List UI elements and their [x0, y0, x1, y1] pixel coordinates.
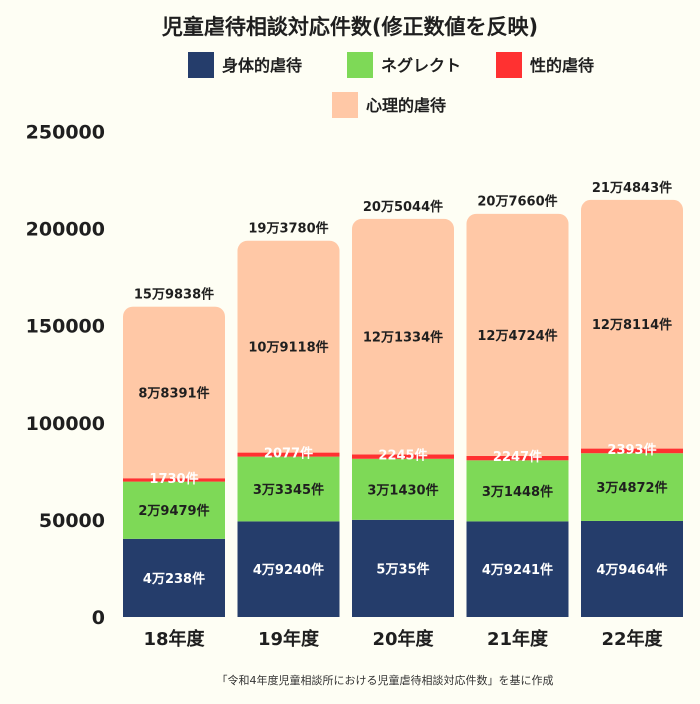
bar-total-label-5: 21万4843件: [592, 180, 672, 196]
legend-swatch-1: [188, 52, 214, 78]
bar-total-label-2: 19万3780件: [248, 221, 328, 237]
bar-segment-3-1: [123, 478, 225, 482]
x-tick-label-5: 22年度: [601, 628, 663, 650]
bar-segment-4-5: [581, 199, 683, 449]
bar-segment-3-4: [466, 455, 569, 461]
segment-label-3-2: 2077件: [264, 446, 313, 462]
segment-label-2-4: 3万1448件: [482, 484, 553, 500]
bar-segment-2-2: [237, 456, 340, 522]
bar-segment-1-1: [123, 538, 225, 617]
segment-label-4-3: 12万1334件: [363, 330, 443, 346]
y-tick-label-4: 150000: [26, 316, 105, 338]
segment-label-1-3: 5万35件: [376, 561, 429, 577]
segment-label-3-4: 2247件: [493, 449, 542, 465]
y-tick-label-3: 100000: [26, 413, 105, 435]
bar-total-label-3: 20万5044件: [363, 199, 443, 215]
segment-label-4-5: 12万8114件: [592, 317, 672, 333]
bar-segment-3-3: [352, 454, 454, 459]
segment-label-1-5: 4万9464件: [596, 562, 667, 578]
segment-label-1-4: 4万9241件: [482, 562, 553, 578]
bar-segment-4-3: [352, 218, 454, 455]
bar-segment-2-1: [123, 481, 225, 539]
bar-segment-4-1: [123, 306, 225, 479]
y-tick-label-6: 250000: [26, 122, 105, 144]
y-tick-label-2: 50000: [39, 510, 105, 532]
segment-label-3-3: 2245件: [378, 448, 427, 464]
y-tick-label-1: 0: [92, 607, 105, 629]
segment-label-2-3: 3万1430件: [367, 482, 438, 498]
segment-label-2-2: 3万3345件: [253, 482, 324, 498]
bar-segment-1-5: [581, 520, 683, 617]
segment-label-2-5: 3万4872件: [596, 480, 667, 496]
legend-label-1: 身体的虐待: [222, 56, 302, 75]
y-tick-label-5: 200000: [26, 219, 105, 241]
legend-swatch-4: [332, 92, 358, 118]
legend-label-4: 心理的虐待: [366, 96, 446, 115]
bar-total-label-4: 20万7660件: [477, 194, 557, 210]
bar-segment-2-5: [581, 453, 683, 521]
bar-segment-4-2: [237, 240, 340, 453]
bar-total-label-1: 15万9838件: [134, 287, 214, 303]
segment-label-3-5: 2393件: [607, 442, 656, 458]
source-note: 「令和4年度児童相談所における児童虐待相談対応件数」を基に作成: [217, 673, 554, 687]
bar-segment-3-5: [581, 448, 683, 454]
legend-swatch-2: [347, 52, 373, 78]
segment-label-1-1: 4万238件: [143, 571, 205, 587]
segment-label-4-2: 10万9118件: [248, 340, 328, 356]
bar-segment-2-4: [466, 460, 569, 522]
bar-segment-1-4: [466, 521, 569, 617]
x-tick-label-1: 18年度: [143, 628, 205, 650]
chart-title: 児童虐待相談対応件数(修正数値を反映): [161, 15, 538, 39]
legend-swatch-3: [496, 52, 522, 78]
segment-label-1-2: 4万9240件: [253, 562, 324, 578]
x-tick-label-2: 19年度: [258, 628, 320, 650]
x-tick-label-3: 20年度: [372, 628, 434, 650]
segment-label-2-1: 2万9479件: [138, 503, 209, 519]
legend-label-2: ネグレクト: [381, 56, 461, 75]
bar-segment-1-3: [352, 519, 454, 617]
legend-label-3: 性的虐待: [530, 56, 594, 75]
segment-label-3-1: 1730件: [149, 471, 198, 487]
bar-segment-4-4: [466, 213, 569, 456]
x-tick-label-4: 21年度: [487, 628, 549, 650]
bar-segment-1-2: [237, 521, 340, 617]
bar-segment-2-3: [352, 458, 454, 520]
segment-label-4-1: 8万8391件: [138, 385, 209, 401]
segment-label-4-4: 12万4724件: [477, 328, 557, 344]
bar-segment-3-2: [237, 452, 340, 457]
